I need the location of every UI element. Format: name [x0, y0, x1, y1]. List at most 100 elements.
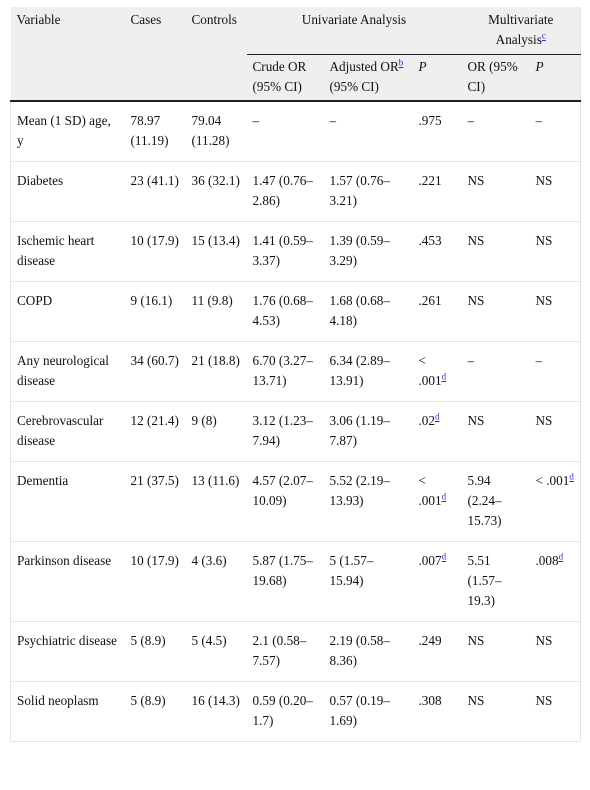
cell-p-multivariate: NS: [529, 281, 582, 342]
cell-variable: Any neurological disease: [10, 341, 125, 402]
cell-p-multivariate: .008d: [529, 541, 582, 622]
footnote-b-link[interactable]: b: [398, 57, 404, 68]
cell-p-multivariate: NS: [529, 161, 582, 222]
cell-adjusted-or: –: [329, 113, 337, 128]
header-crude-or: Crude OR (95% CI): [246, 54, 324, 101]
cell-or-multivariate: NS: [467, 293, 485, 308]
cell-cases: 10 (17.9): [130, 233, 179, 248]
cell-variable: COPD: [10, 281, 125, 342]
cell-p-multivariate: NS: [529, 221, 582, 282]
header-or-multivariate: OR (95% CI): [461, 54, 530, 101]
cell-controls: 36 (32.1): [191, 173, 240, 188]
cell-p-univariate: < .001d: [418, 473, 447, 508]
header-controls: Controls: [185, 7, 247, 101]
cell-crude-or: 1.76 (0.68–4.53): [252, 293, 313, 328]
cell-or-multivariate: NS: [467, 173, 485, 188]
cell-crude-or: 6.70 (3.27–13.71): [252, 353, 313, 388]
header-p-univariate: P: [412, 54, 462, 101]
cell-p-multivariate: –: [529, 341, 582, 402]
cell-or-multivariate: 5.51 (1.57–19.3): [467, 553, 502, 608]
cell-or-multivariate: NS: [467, 413, 485, 428]
footnote-d-link[interactable]: d: [558, 551, 564, 562]
cell-crude-or: 4.57 (2.07–10.09): [252, 473, 313, 508]
cell-p-univariate: .221: [418, 173, 442, 188]
cell-crude-or: 1.47 (0.76–2.86): [252, 173, 313, 208]
cell-crude-or: 3.12 (1.23–7.94): [252, 413, 313, 448]
table-container: Variable Cases Controls Univariate Analy…: [10, 7, 582, 742]
cell-crude-or: 1.41 (0.59–3.37): [252, 233, 313, 268]
cell-p-multivariate: NS: [529, 681, 582, 742]
table-row: Parkinson disease 10 (17.9) 4 (3.6) 5.87…: [10, 541, 582, 622]
cell-adjusted-or: 5.52 (2.19–13.93): [329, 473, 390, 508]
header-univariate: Univariate Analysis: [246, 7, 462, 55]
cell-p-univariate: .261: [418, 293, 442, 308]
cell-cases: 23 (41.1): [130, 173, 179, 188]
cell-controls: 79.04 (11.28): [191, 113, 230, 148]
cell-variable: Cerebrovascular disease: [10, 401, 125, 462]
cell-or-multivariate: NS: [467, 233, 485, 248]
header-cases: Cases: [124, 7, 186, 101]
cell-adjusted-or: 1.68 (0.68–4.18): [329, 293, 390, 328]
cell-or-multivariate: –: [467, 113, 475, 128]
cell-crude-or: –: [252, 113, 260, 128]
table-row: COPD 9 (16.1) 11 (9.8) 1.76 (0.68–4.53) …: [10, 281, 582, 342]
cell-cases: 21 (37.5): [130, 473, 179, 488]
table-row: Cerebrovascular disease 12 (21.4) 9 (8) …: [10, 401, 582, 462]
cell-p-univariate: .249: [418, 633, 442, 648]
data-table: Variable Cases Controls Univariate Analy…: [10, 7, 582, 742]
cell-p-multivariate: NS: [529, 401, 582, 462]
cell-p-multivariate: NS: [529, 621, 582, 682]
cell-variable: Psychiatric disease: [10, 621, 125, 682]
header-adjusted-or: Adjusted ORb (95% CI): [323, 54, 413, 101]
cell-adjusted-or: 3.06 (1.19–7.87): [329, 413, 390, 448]
cell-adjusted-or: 5 (1.57–15.94): [329, 553, 374, 588]
footnote-d-link[interactable]: d: [441, 491, 447, 502]
cell-or-multivariate: –: [467, 353, 475, 368]
cell-p-univariate: .02d: [418, 411, 440, 428]
cell-cases: 10 (17.9): [130, 553, 179, 568]
header-variable: Variable: [10, 7, 125, 101]
cell-controls: 21 (18.8): [191, 353, 240, 368]
header-multivariate: Multivariate Analysisc: [461, 7, 582, 55]
cell-controls: 9 (8): [191, 413, 217, 428]
cell-adjusted-or: 1.57 (0.76–3.21): [329, 173, 390, 208]
cell-p-univariate: .453: [418, 233, 442, 248]
footnote-d-link[interactable]: d: [441, 371, 447, 382]
cell-variable: Solid neoplasm: [10, 681, 125, 742]
header-p-multivariate: P: [529, 54, 582, 101]
cell-cases: 5 (8.9): [130, 693, 166, 708]
cell-crude-or: 2.1 (0.58–7.57): [252, 633, 307, 668]
cell-p-multivariate: < .001d: [529, 461, 582, 542]
cell-adjusted-or: 0.57 (0.19–1.69): [329, 693, 390, 728]
cell-controls: 4 (3.6): [191, 553, 227, 568]
cell-variable: Parkinson disease: [10, 541, 125, 622]
cell-p-univariate: .308: [418, 693, 442, 708]
table-body: Mean (1 SD) age, y 78.97 (11.19) 79.04 (…: [10, 101, 582, 742]
header-adjusted-or-ci: (95% CI): [329, 79, 379, 94]
cell-variable: Diabetes: [10, 161, 125, 222]
table-row: Mean (1 SD) age, y 78.97 (11.19) 79.04 (…: [10, 101, 582, 162]
cell-variable: Mean (1 SD) age, y: [10, 101, 125, 162]
cell-crude-or: 0.59 (0.20–1.7): [252, 693, 313, 728]
cell-controls: 5 (4.5): [191, 633, 227, 648]
cell-controls: 11 (9.8): [191, 293, 233, 308]
table-row: Solid neoplasm 5 (8.9) 16 (14.3) 0.59 (0…: [10, 681, 582, 742]
footnote-d-link[interactable]: d: [441, 551, 447, 562]
cell-adjusted-or: 2.19 (0.58–8.36): [329, 633, 390, 668]
footnote-c-link[interactable]: c: [541, 30, 546, 41]
cell-controls: 16 (14.3): [191, 693, 240, 708]
footnote-d-link[interactable]: d: [434, 411, 440, 422]
footnote-d-link[interactable]: d: [569, 471, 574, 482]
table-row: Diabetes 23 (41.1) 36 (32.1) 1.47 (0.76–…: [10, 161, 582, 222]
table-row: Any neurological disease 34 (60.7) 21 (1…: [10, 341, 582, 402]
cell-or-multivariate: NS: [467, 693, 485, 708]
cell-cases: 12 (21.4): [130, 413, 179, 428]
cell-cases: 5 (8.9): [130, 633, 166, 648]
cell-variable: Ischemic heart disease: [10, 221, 125, 282]
cell-p-univariate: .975: [418, 113, 442, 128]
cell-cases: 34 (60.7): [130, 353, 179, 368]
cell-cases: 78.97 (11.19): [130, 113, 169, 148]
cell-controls: 13 (11.6): [191, 473, 240, 488]
table-header: Variable Cases Controls Univariate Analy…: [10, 7, 582, 101]
cell-p-univariate: .007d: [418, 551, 447, 568]
